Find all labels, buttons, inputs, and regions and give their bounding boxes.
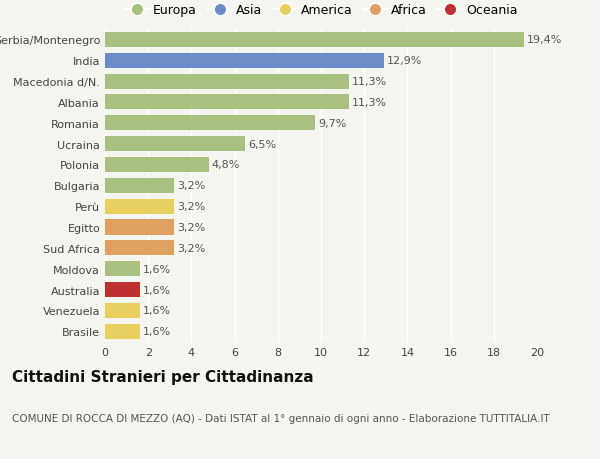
Text: 1,6%: 1,6% [143, 264, 171, 274]
Legend: Europa, Asia, America, Africa, Oceania: Europa, Asia, America, Africa, Oceania [125, 5, 517, 17]
Bar [105, 33, 524, 48]
Bar [105, 324, 140, 339]
Text: 3,2%: 3,2% [178, 202, 206, 212]
Bar [105, 179, 174, 193]
Text: 11,3%: 11,3% [352, 98, 388, 108]
Bar [105, 54, 383, 68]
Bar [105, 95, 349, 110]
Bar [105, 137, 245, 152]
Text: 3,2%: 3,2% [178, 181, 206, 191]
Bar [105, 157, 209, 173]
Text: 3,2%: 3,2% [178, 223, 206, 233]
Text: 9,7%: 9,7% [318, 118, 346, 129]
Bar [105, 220, 174, 235]
Bar [105, 282, 140, 297]
Text: Cittadini Stranieri per Cittadinanza: Cittadini Stranieri per Cittadinanza [12, 369, 314, 385]
Bar [105, 116, 314, 131]
Bar [105, 74, 349, 90]
Text: COMUNE DI ROCCA DI MEZZO (AQ) - Dati ISTAT al 1° gennaio di ogni anno - Elaboraz: COMUNE DI ROCCA DI MEZZO (AQ) - Dati IST… [12, 413, 550, 423]
Text: 12,9%: 12,9% [387, 56, 422, 66]
Text: 1,6%: 1,6% [143, 285, 171, 295]
Bar [105, 199, 174, 214]
Text: 19,4%: 19,4% [527, 35, 563, 45]
Text: 1,6%: 1,6% [143, 306, 171, 316]
Bar [105, 303, 140, 318]
Text: 1,6%: 1,6% [143, 326, 171, 336]
Text: 11,3%: 11,3% [352, 77, 388, 87]
Bar [105, 262, 140, 277]
Text: 4,8%: 4,8% [212, 160, 240, 170]
Text: 6,5%: 6,5% [248, 139, 277, 149]
Text: 3,2%: 3,2% [178, 243, 206, 253]
Bar [105, 241, 174, 256]
